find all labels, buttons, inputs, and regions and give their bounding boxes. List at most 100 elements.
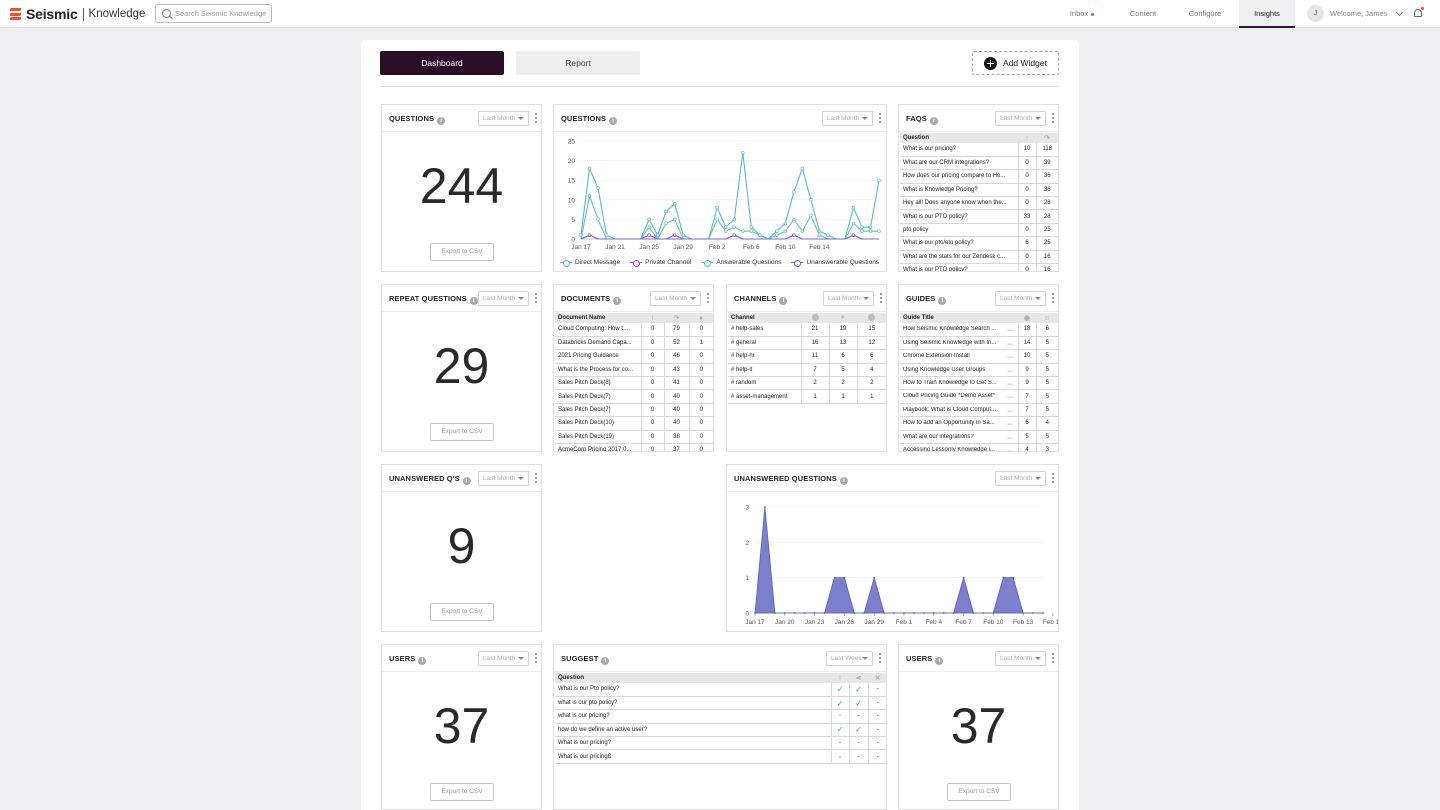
cell-label[interactable]: What is our pto/eto policy?	[900, 236, 1018, 251]
cell-label[interactable]: # random	[728, 376, 801, 391]
table-row[interactable]: What is our pto/eto policy? 6 25	[900, 236, 1058, 251]
table-row[interactable]: What is our Pto policy? ✓ ✓ -	[555, 683, 887, 697]
column-header-question[interactable]: Question	[900, 133, 1018, 143]
column-header-document-name[interactable]: Document Name	[555, 313, 641, 323]
kebab-menu-icon[interactable]	[535, 293, 538, 304]
search-box[interactable]	[155, 4, 272, 23]
report-tab-button[interactable]: Report	[516, 51, 640, 75]
kebab-menu-icon[interactable]	[707, 293, 710, 304]
table-row[interactable]: How to Train Knowledge to Get S... 9 5	[900, 376, 1058, 391]
cell-label[interactable]: # help-sales	[728, 323, 801, 337]
table-row[interactable]: What is our PTO policy? 0 16	[900, 263, 1058, 271]
info-icon[interactable]: i	[779, 297, 788, 305]
dismiss-column-icon[interactable]: ✕	[868, 673, 887, 683]
table-row[interactable]: What are our CRM integrations? 0 39	[900, 156, 1058, 171]
period-select[interactable]: Last Month	[822, 111, 873, 126]
cell-label[interactable]: Sales Pitch Deck(7)	[555, 403, 641, 418]
users-column-icon[interactable]: ☺	[1036, 313, 1058, 323]
table-row[interactable]: Using Seismic Knowledge with In... 14 5	[900, 336, 1058, 351]
period-select[interactable]: Last Month	[995, 291, 1046, 306]
period-select[interactable]: Last Month	[995, 471, 1046, 486]
info-icon[interactable]: i	[935, 657, 944, 665]
period-select[interactable]: Last Month	[823, 291, 874, 306]
export-csv-button[interactable]: Export to CSV	[430, 783, 494, 801]
period-select[interactable]: Last Month	[995, 651, 1046, 666]
cell-label[interactable]: # help-it	[728, 363, 801, 378]
nav-inbox[interactable]: Inbox	[1058, 0, 1106, 28]
table-row[interactable]: # help-hr 11 6 6	[728, 349, 886, 364]
kebab-menu-icon[interactable]	[1052, 293, 1055, 304]
table-row[interactable]: # help-it 7 5 4	[728, 363, 886, 378]
kebab-menu-icon[interactable]	[880, 293, 883, 304]
info-icon[interactable]: i	[613, 297, 622, 305]
cell-label[interactable]: Sales Pitch Deck(19)	[555, 430, 641, 445]
table-row[interactable]: Hey all! Does anyone know when the... 0 28	[900, 196, 1058, 211]
cell-label[interactable]: pto policy	[900, 223, 1018, 238]
table-row[interactable]: What is our PTO policy? 33 28	[900, 209, 1058, 224]
cell-label[interactable]: # general	[728, 336, 801, 351]
cell-label[interactable]: Hey all! Does anyone know when the...	[900, 196, 1018, 211]
table-row[interactable]: # general 16 13 12	[728, 336, 886, 351]
table-row[interactable]: How Seismic Knowledge Search ... 18 6	[900, 323, 1058, 337]
table-row[interactable]: Sales Pitch Deck(7) 0 40 0	[555, 389, 713, 404]
table-row[interactable]: How does our pricing compare to Ho... 0 36	[900, 169, 1058, 184]
cell-question[interactable]: what is our pricing?	[555, 709, 831, 724]
kebab-menu-icon[interactable]	[1052, 473, 1055, 484]
export-csv-button[interactable]: Export to CSV	[430, 603, 494, 621]
period-select[interactable]: Last Month	[478, 291, 529, 306]
table-row[interactable]: # help-sales 21 19 15	[728, 323, 886, 337]
cell-label[interactable]: What is our pricing?	[900, 143, 1018, 157]
cell-label[interactable]: AcmeCorp Pricing 2017 0...	[555, 443, 641, 451]
table-row[interactable]: AcmeCorp Pricing 2017 0... 0 37 0	[555, 443, 713, 451]
info-icon[interactable]: i	[839, 477, 848, 485]
cell-label[interactable]: Cloud Computing: How t...	[555, 323, 641, 337]
table-row[interactable]: How to add an Opportunity in Sa... 6 4	[900, 416, 1058, 431]
cell-label[interactable]: # asset-management	[728, 389, 801, 404]
search-column-icon[interactable]: ⌕	[829, 313, 857, 323]
table-row[interactable]: pto policy 0 25	[900, 223, 1058, 238]
cell-label[interactable]: What are our CRM integrations?	[900, 156, 1018, 171]
cell-label[interactable]: # help-hr	[728, 349, 801, 364]
cell-question[interactable]: how do we define an active user?	[555, 723, 831, 738]
table-row[interactable]: how do we define an active user? ✓ ✓ -	[555, 723, 887, 738]
kebab-menu-icon[interactable]	[879, 113, 882, 124]
cell-label[interactable]: What is our PTO policy?	[900, 263, 1018, 271]
table-row[interactable]: What are our integrations? 5 5	[900, 430, 1058, 445]
cell-label[interactable]: Sales Pitch Deck(8)	[555, 376, 641, 391]
table-row[interactable]: Chrome Extension Install 10 5	[900, 349, 1058, 364]
period-select[interactable]: Last Month	[995, 111, 1046, 126]
kebab-menu-icon[interactable]	[535, 473, 538, 484]
table-row[interactable]: What is Knowledge Pricing? 0 36	[900, 183, 1058, 198]
table-row[interactable]: What is our pricingß - - -	[555, 749, 887, 764]
upvote-column-icon[interactable]: ↑	[641, 313, 664, 323]
cell-label[interactable]: What is our PTO policy?	[900, 209, 1018, 224]
period-select[interactable]: Last Month	[650, 291, 701, 306]
table-row[interactable]: 2021 Pricing Guidance 0 46 0	[555, 349, 713, 364]
table-row[interactable]: Accessing Lessonly Knowledge i... 4 3	[900, 443, 1058, 451]
info-icon[interactable]: i	[469, 297, 478, 305]
period-select[interactable]: Last Month	[478, 111, 529, 126]
cell-label[interactable]: How to add an Opportunity in Sa...	[900, 416, 1018, 431]
table-row[interactable]: # asset-management 1 1 1	[728, 389, 886, 404]
info-icon[interactable]: i	[938, 297, 947, 305]
table-row[interactable]: # random 2 2 2	[728, 376, 886, 391]
cell-label[interactable]: How does our pricing compare to Ho...	[900, 169, 1018, 184]
cell-label[interactable]: How to Train Knowledge to Get S...	[900, 376, 1018, 391]
cell-label[interactable]: Chrome Extension Install	[900, 349, 1018, 364]
upvote-column-icon[interactable]: ↑	[831, 673, 849, 683]
thumb-column-icon[interactable]: ●	[689, 313, 713, 323]
info-icon[interactable]: i	[601, 657, 610, 665]
cell-question[interactable]: What is our pricingß	[555, 749, 831, 764]
cell-question[interactable]: what is our pto policy?	[555, 696, 831, 711]
cell-label[interactable]: Accessing Lessonly Knowledge i...	[900, 443, 1018, 451]
search-input[interactable]	[175, 9, 270, 18]
table-row[interactable]: What are the stats for our Zendesk c... 0…	[900, 250, 1058, 265]
column-header-question[interactable]: Question	[555, 673, 831, 683]
user-menu[interactable]: J Welcome, James	[1307, 5, 1412, 22]
legend-unanswerable[interactable]: Unanswerable Questions	[791, 259, 879, 267]
kebab-menu-icon[interactable]	[535, 113, 538, 124]
cell-label[interactable]: 2021 Pricing Guidance	[555, 349, 641, 364]
repeat-column-icon[interactable]: ↷	[664, 313, 689, 323]
cell-label[interactable]: What are our integrations?	[900, 430, 1018, 445]
kebab-menu-icon[interactable]	[879, 653, 882, 664]
